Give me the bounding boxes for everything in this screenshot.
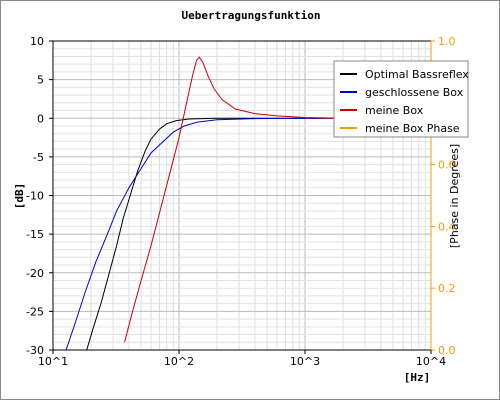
- y-axis-ticks: 10 5 0 -5 -10 -15 -20 -25 -30: [26, 35, 53, 357]
- grid: [53, 41, 431, 350]
- series-line: [86, 117, 431, 351]
- x-tick-label: 10^2: [164, 355, 194, 368]
- y-axis-label: [dB]: [13, 183, 26, 210]
- y2-tick-label: 0.4: [438, 220, 456, 233]
- legend-label: meine Box Phase: [365, 122, 460, 135]
- y-tick-label: -15: [26, 228, 44, 241]
- legend-label: geschlossene Box: [365, 86, 464, 99]
- chart-title: Uebertragungsfunktion: [181, 9, 320, 22]
- x-tick-label: 10^4: [416, 355, 446, 368]
- y-tick-label: -25: [26, 305, 44, 318]
- x-axis-label: [Hz]: [404, 371, 431, 384]
- y-tick-label: -10: [26, 190, 44, 203]
- y2-tick-label: 0.2: [438, 282, 456, 295]
- y-tick-label: 5: [37, 74, 44, 87]
- y2-tick-label: 0.6: [438, 159, 456, 172]
- series-line: [124, 56, 366, 343]
- y-tick-label: -30: [26, 344, 44, 357]
- y-tick-label: 10: [30, 35, 44, 48]
- y-tick-label: 0: [37, 112, 44, 125]
- y2-tick-label: 1.0: [438, 35, 456, 48]
- x-axis-ticks: 10^1 10^2 10^3 10^4: [38, 350, 446, 368]
- x-tick-label: 10^1: [38, 355, 68, 368]
- y2-tick-label: 0.0: [438, 344, 456, 357]
- y-tick-label: -20: [26, 267, 44, 280]
- legend-label: Optimal Bassreflex: [365, 68, 469, 81]
- legend-label: meine Box: [365, 104, 424, 117]
- legend: Optimal Bassreflex geschlossene Box meine …: [333, 60, 469, 138]
- series-line: [65, 117, 431, 351]
- y-tick-label: -5: [33, 151, 44, 164]
- x-tick-label: 10^3: [290, 355, 320, 368]
- series-lines: [65, 56, 431, 351]
- y2-axis-label: [Phase in Degrees]: [448, 144, 461, 248]
